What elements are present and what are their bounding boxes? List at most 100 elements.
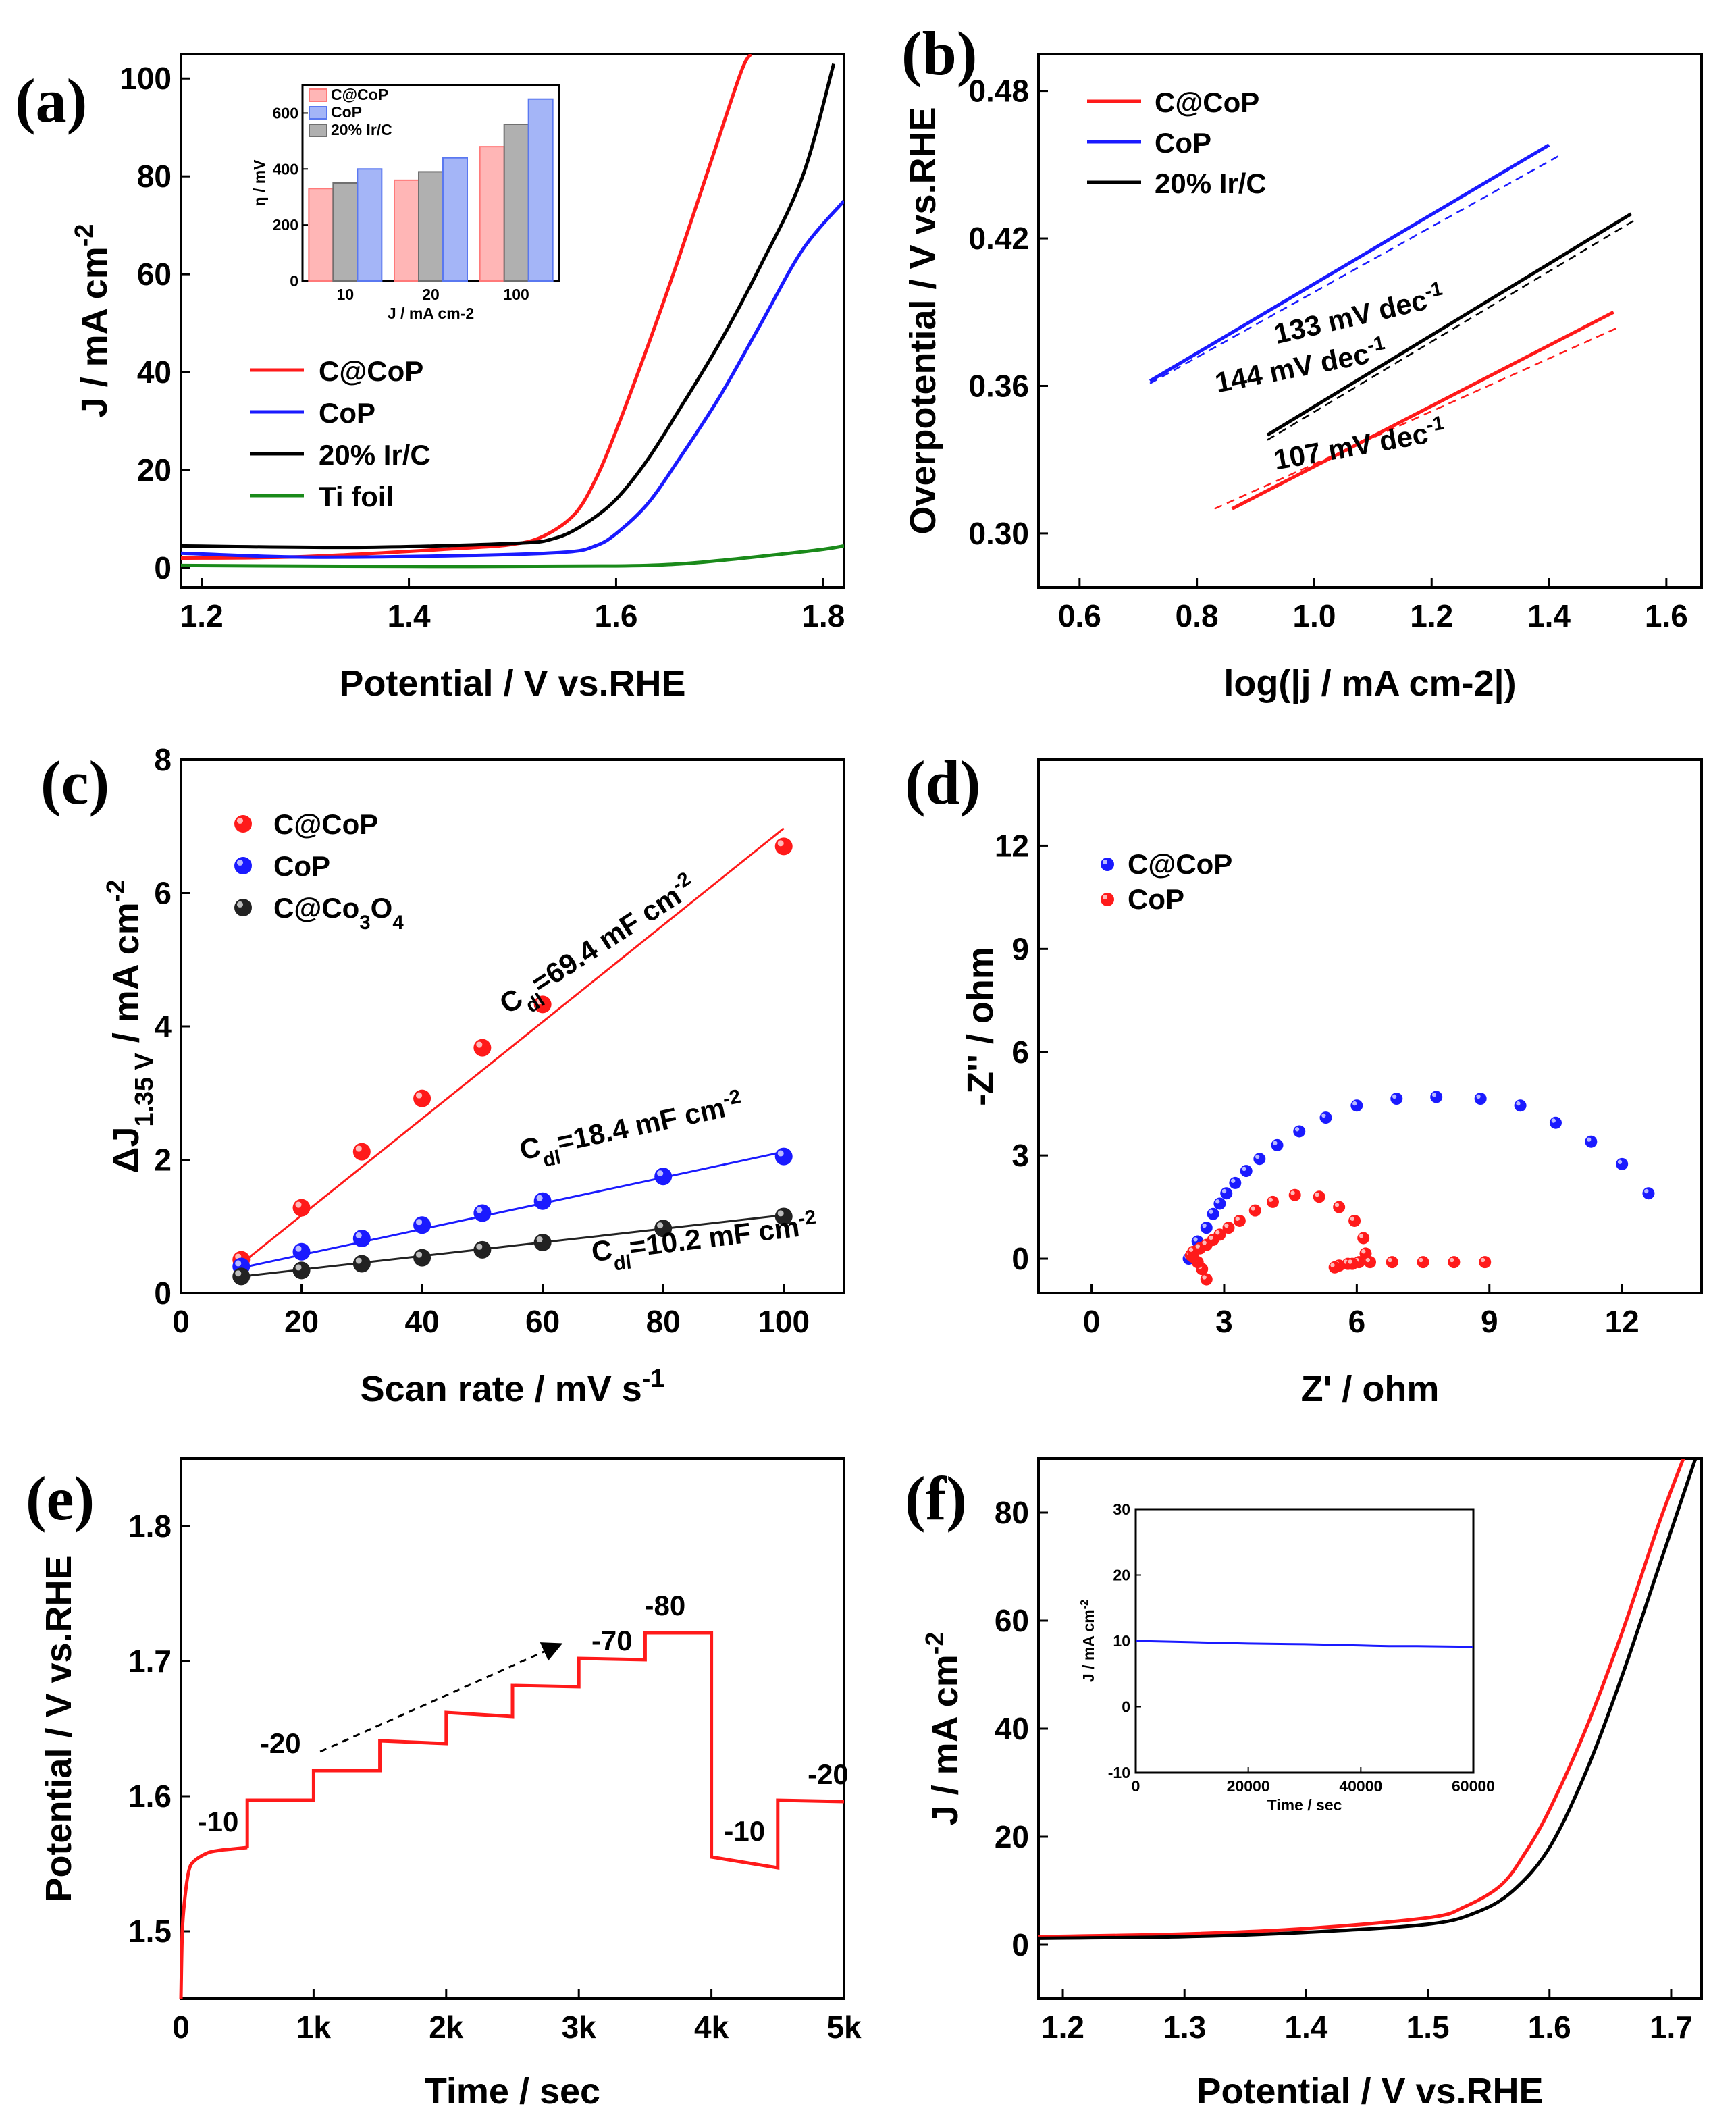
y-tick-label: 60 [137,257,172,292]
data-point-C@CoP [1350,1099,1363,1112]
inset-legend-swatch [309,124,327,137]
y-tick-label: 20 [995,1819,1029,1854]
data-point-CoP [1357,1232,1370,1245]
inset-frame [1134,1508,1475,1774]
data-point-CoP-highlight [1268,1197,1273,1202]
curves [1038,1459,1698,1940]
data-point-C@Co3O4 [533,1233,552,1251]
x-axis-label: Scan rate / mV s-1 [361,1365,665,1409]
panel-label: (a) [15,66,87,135]
data-point-C@CoP-highlight [1516,1101,1521,1106]
x-tick-label: 1.6 [1528,2010,1571,2045]
legend-label: CoP [273,850,330,882]
data-point-CoP [1333,1201,1346,1213]
data-point-C@CoP-highlight [1255,1154,1260,1159]
cdl-label-C@CoP: Cdl=69.4 mF cm-2 [492,867,707,1028]
panel-f: (f) 1.2 1.3 1.4 1.5 1.6 1.7 0 20 40 60 80 Potential … [905,1457,1703,2112]
data-point-C@CoP [1474,1093,1487,1105]
tafel-fit-CoP [1149,154,1562,384]
data-point-C@CoP [1319,1111,1332,1124]
x-axis-label: Z' / ohm [1301,1369,1440,1409]
data-point-CoP [413,1216,431,1234]
data-point-C@CoP-highlight [1273,1141,1278,1145]
axes-frame [180,1457,845,2000]
x-tick-label: 1.2 [1041,2010,1084,2045]
panel-b: (b) 0.6 0.8 1.0 1.2 1.4 1.6 0.30 0.36 0.42 0.48 log… [901,19,1703,704]
data-point-C@CoP-highlight [1587,1137,1592,1142]
x-tick-label: 12 [1605,1304,1639,1339]
y-tick-label: 6 [154,876,172,911]
inset-x-label: Time / sec [1267,1796,1342,1814]
data-point-CoP-highlight [657,1170,664,1177]
x-tick-label: 1.5 [1406,2010,1450,2045]
data-point-C@CoP [1514,1099,1527,1112]
data-point-C@CoP-highlight [1352,1101,1357,1106]
data-point-CoP-highlight [1450,1257,1454,1263]
tafel-line-C@CoP [1231,311,1614,510]
data-point-CoP [1346,1257,1359,1270]
data-point-C@CoP [1229,1176,1242,1189]
inset-x-tick-label: 20000 [1227,1777,1270,1795]
panel-d: (d) 0 3 6 9 12 0 3 6 9 12 Z' / ohm -Z'' / ohm C@CoPCo… [905,748,1703,1409]
data-point-C@CoP [1253,1153,1266,1166]
data-point-C@CoP-highlight [1294,1127,1300,1132]
y-tick-label: 0 [154,550,172,585]
x-tick-label: 1.7 [1650,2010,1693,2045]
data-point-C@CoP [292,1199,311,1217]
inset-legend-label: C@CoP [331,86,388,103]
x-tick-label: 4k [694,2010,729,2045]
curves [181,54,844,569]
panel-label: (d) [905,748,980,817]
inset-x-tick-label: 100 [503,286,529,303]
data-point-C@CoP [1549,1116,1562,1129]
legend-label: CoP [1128,883,1184,915]
legend-marker-highlight [236,901,244,908]
step-label: -70 [591,1625,633,1656]
legend-marker [234,899,252,916]
data-point-CoP [1233,1214,1246,1227]
data-point-C@CoP-highlight [295,1201,302,1208]
y-tick-label: 100 [120,61,172,96]
y-tick-label: 1.7 [128,1644,172,1679]
y-tick-label: 0.30 [968,516,1029,551]
data-point-C@Co3O4 [292,1261,311,1280]
x-tick-label: 2k [429,2010,464,2045]
x-tick-label: 9 [1481,1304,1498,1339]
y-tick-label: 0.42 [968,221,1029,256]
data-point-C@CoP-highlight [1321,1113,1326,1118]
inset-y-tick-label: 600 [273,104,298,122]
data-point-C@Co3O4 [413,1249,431,1267]
data-point-CoP-highlight [1334,1203,1340,1207]
tafel-fit-C@CoP [1214,325,1620,510]
inset-y-tick-label: 30 [1113,1500,1130,1518]
tafel-line-CoP [1149,143,1550,383]
inset-legend-swatch [309,88,327,102]
y-tick-label: 1.5 [128,1914,172,1949]
data-point-CoP-highlight [536,1195,543,1201]
y-tick-label: 2 [154,1143,172,1178]
panel-e: (e) 0 1k 2k 3k 4k 5k 1.5 1.6 1.7 1.8 Time / sec Pote… [26,1457,862,2112]
data-point-CoP [473,1204,492,1222]
data-point-CoP-highlight [1209,1235,1213,1240]
data-point-C@CoP [1642,1187,1655,1200]
legend-label: Ti foil [319,481,394,513]
data-point-C@Co3O4 [232,1267,251,1286]
data-point-C@CoP [1220,1187,1233,1200]
y-tick-label: 0 [1011,1927,1029,1962]
x-tick-label: 0.8 [1176,598,1219,633]
x-tick-label: 5k [826,2010,862,2045]
data-point-CoP-highlight [1480,1257,1485,1263]
data-point-C@CoP-highlight [536,998,543,1005]
y-axis-label: J / mA cm-2 [70,224,115,418]
data-point-C@CoP-highlight [1551,1118,1556,1123]
legend-marker [234,815,252,833]
x-tick-label: 40 [405,1304,440,1339]
y-tick-label: 0.48 [968,74,1029,109]
x-tick-label: 3k [562,2010,597,2045]
curve-after stability test [1038,1459,1698,1940]
inset-bar-20% Ir/C [418,171,444,282]
legend-label: C@CoP [1128,848,1232,880]
y-tick-label: 3 [1011,1138,1029,1173]
panel-label: (e) [26,1464,95,1533]
data-point-CoP-highlight [1361,1249,1366,1254]
